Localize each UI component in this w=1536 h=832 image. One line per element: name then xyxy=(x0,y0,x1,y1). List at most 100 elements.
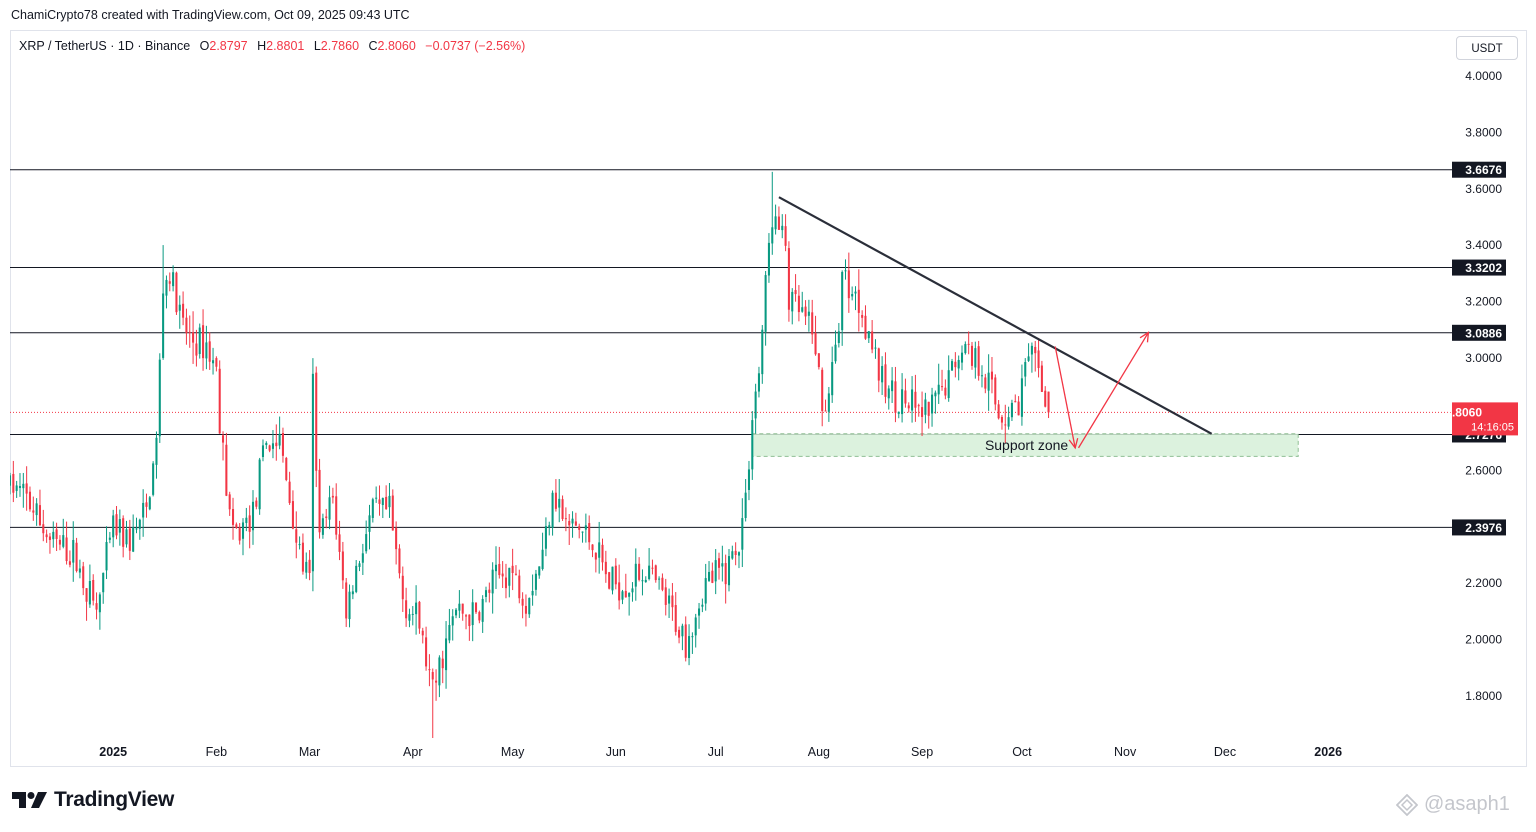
candle-body xyxy=(591,544,594,551)
candle-body xyxy=(654,565,657,581)
candle-body xyxy=(251,501,255,531)
tradingview-logo[interactable]: TradingView xyxy=(12,788,174,812)
candle-body xyxy=(817,353,820,368)
candle-body xyxy=(871,331,874,350)
y-axis-tick-label: 2.2000 xyxy=(1465,576,1502,590)
candle-body xyxy=(38,505,41,526)
candle-body xyxy=(678,629,681,638)
candle-body xyxy=(45,534,48,538)
candle-body xyxy=(717,558,721,568)
candle-body xyxy=(291,501,294,529)
candle-body xyxy=(960,352,964,363)
candle-body xyxy=(1007,417,1010,427)
candle-body xyxy=(78,568,81,573)
candle-body xyxy=(754,391,757,419)
candle-body xyxy=(338,534,341,552)
candle-body xyxy=(851,294,854,297)
candle-body xyxy=(707,571,711,581)
candle-body xyxy=(345,582,348,619)
candle-body xyxy=(311,373,314,572)
candle-body xyxy=(724,563,727,585)
candle-body xyxy=(897,411,900,414)
candle-body xyxy=(584,525,587,530)
candle-body xyxy=(950,361,954,371)
candle-body xyxy=(448,625,451,641)
candle-body xyxy=(48,536,51,540)
candle-body xyxy=(258,459,261,510)
candle-body xyxy=(331,495,334,498)
candle-body xyxy=(634,563,637,587)
candle-body xyxy=(222,435,225,443)
candle-body xyxy=(148,497,151,510)
candle-body xyxy=(984,377,987,389)
candle-body xyxy=(1004,424,1007,426)
candle-body xyxy=(391,495,394,531)
candle-body xyxy=(541,549,544,570)
high-label: H xyxy=(257,39,267,53)
candle-body xyxy=(658,578,661,580)
candle-body xyxy=(105,541,108,571)
candle-body xyxy=(421,630,424,636)
candle-body xyxy=(957,359,960,369)
candle-body xyxy=(907,405,910,409)
candle-body xyxy=(611,566,614,591)
candle-body xyxy=(847,270,850,299)
candle-body xyxy=(1030,345,1033,355)
candle-body xyxy=(534,573,537,590)
candle-body xyxy=(245,517,248,523)
candle-body xyxy=(25,483,28,494)
candle-body xyxy=(498,563,501,576)
candle-body xyxy=(408,614,411,621)
open-label: O xyxy=(199,39,210,53)
candle-body xyxy=(714,560,717,582)
candle-body xyxy=(28,491,32,510)
candle-body xyxy=(1037,350,1040,369)
candle-body xyxy=(970,345,974,366)
candle-body xyxy=(341,551,344,581)
x-axis-tick-label: Feb xyxy=(206,745,228,759)
candle-body xyxy=(361,553,364,563)
candle-body xyxy=(142,502,145,518)
candle-body xyxy=(388,495,391,508)
candle-body xyxy=(994,377,997,405)
candle-body xyxy=(428,669,431,671)
candle-body xyxy=(831,362,834,396)
y-axis-tick-label: 2.6000 xyxy=(1465,463,1502,477)
candle-body xyxy=(861,314,864,318)
candle-body xyxy=(335,496,338,535)
open-value: 2.8797 xyxy=(209,39,248,53)
candle-body xyxy=(867,331,870,339)
candle-body xyxy=(937,384,940,395)
currency-button[interactable]: USDT xyxy=(1456,36,1518,60)
candle-body xyxy=(734,550,737,555)
level-price-tag xyxy=(1452,324,1506,341)
candle-body xyxy=(325,516,328,518)
candle-body xyxy=(671,595,674,608)
candle-body xyxy=(321,518,324,535)
candle-body xyxy=(238,527,241,541)
candle-body xyxy=(548,525,551,528)
candle-body xyxy=(484,590,488,597)
candle-body xyxy=(694,617,697,636)
candle-body xyxy=(175,272,178,313)
candle-body xyxy=(55,529,58,539)
candle-body xyxy=(608,572,611,589)
candle-body xyxy=(481,598,484,622)
y-axis-tick-label: 3.4000 xyxy=(1465,238,1502,252)
high-value: 2.8801 xyxy=(266,39,305,53)
candle-body xyxy=(202,325,205,359)
candle-body xyxy=(32,510,35,513)
candle-body xyxy=(761,329,764,375)
candle-body xyxy=(934,392,937,397)
candle-body xyxy=(172,272,175,287)
candle-body xyxy=(451,616,454,626)
candle-body xyxy=(145,502,148,507)
candle-body xyxy=(411,613,414,615)
candle-body xyxy=(571,518,574,524)
candle-body xyxy=(668,595,671,604)
candle-body xyxy=(1034,346,1037,354)
candle-body xyxy=(58,539,61,545)
candle-body xyxy=(132,527,135,552)
low-value: 2.7860 xyxy=(320,39,360,53)
